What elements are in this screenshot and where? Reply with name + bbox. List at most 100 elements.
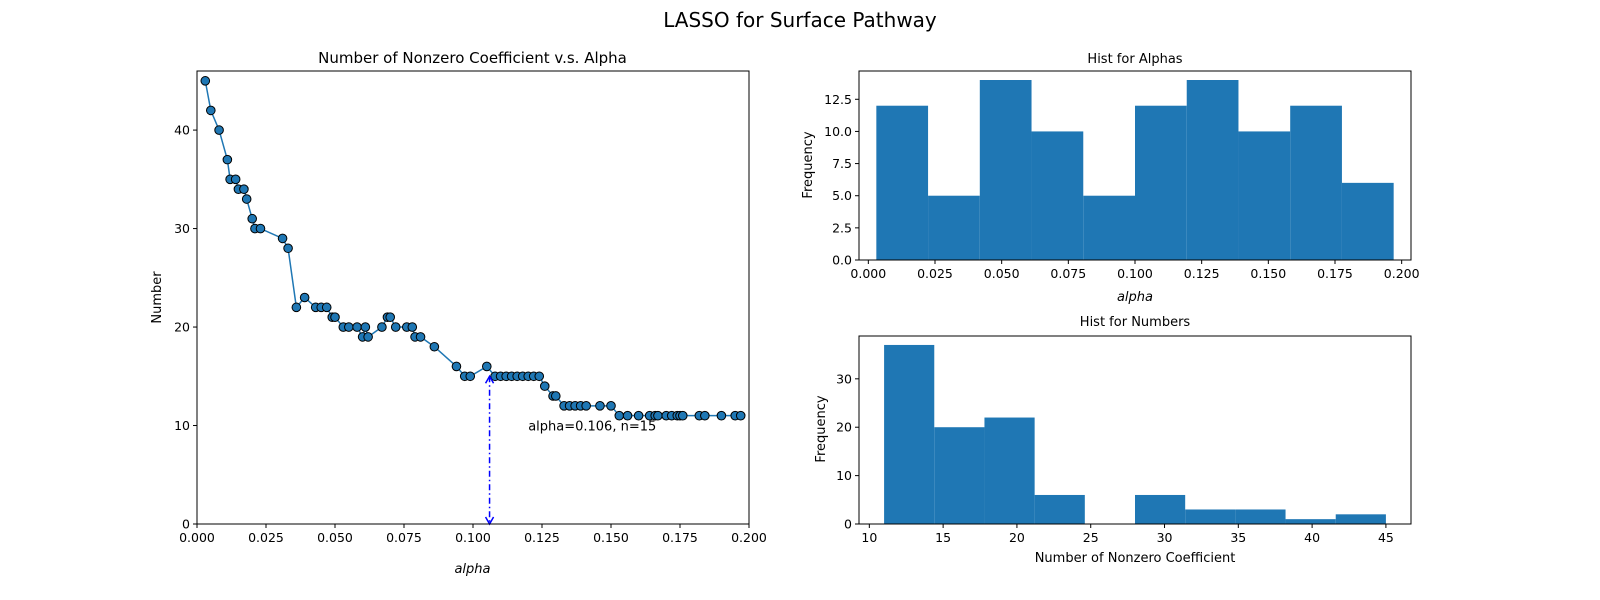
- data-point: [277, 233, 288, 244]
- data-point: [716, 410, 727, 421]
- alpha-histogram-bar: [1341, 182, 1394, 260]
- number-histogram-bar: [884, 344, 935, 524]
- data-point: [255, 223, 266, 234]
- data-point: [299, 292, 310, 303]
- number-histogram-ytick-label: 20: [836, 420, 852, 435]
- line-chart-xtick-label: 0.200: [731, 530, 767, 545]
- data-point: [214, 125, 224, 135]
- line-chart-ytick-label: 40: [174, 123, 190, 138]
- number-histogram-xtick-label: 40: [1304, 530, 1320, 545]
- line-chart-ytick-label: 10: [174, 418, 190, 433]
- data-point: [451, 361, 462, 372]
- data-point: [222, 154, 233, 165]
- line-chart-xtick-label: 0.000: [179, 530, 215, 545]
- data-point: [581, 401, 591, 411]
- data-point: [241, 194, 252, 204]
- line-chart-frame: [196, 70, 750, 525]
- alpha-histogram-xtick-label: 0.050: [984, 266, 1020, 281]
- number-histogram-bar: [1135, 494, 1186, 524]
- number-histogram-bar: [1335, 514, 1386, 524]
- alpha-histogram-xtick-label: 0.025: [917, 266, 953, 281]
- data-point: [677, 410, 688, 421]
- number-histogram-ylabel: Frequency: [814, 395, 829, 462]
- alpha-histogram-ytick-label: 2.5: [832, 220, 852, 235]
- figure-title: LASSO for Surface Pathway: [663, 8, 937, 32]
- alpha-histogram-xtick-label: 0.200: [1384, 266, 1420, 281]
- data-point: [239, 184, 249, 194]
- number-histogram-plot-area: 10 15 20 25 30 35 40 45 0 10 20 30: [836, 335, 1412, 545]
- line-chart-xtick-label: 0.150: [593, 530, 629, 545]
- number-histogram-panel: Hist for Numbers 10 15 20 25 30 35 40 45 0 10 20 30…: [814, 315, 1412, 566]
- line-chart-plot-area: 0.000 0.025 0.050 0.075 0.100 0.125 0.150 0.175…: [174, 70, 767, 545]
- line-chart-xtick-label: 0.100: [455, 530, 491, 545]
- data-point: [200, 76, 211, 86]
- alpha-histogram-panel: Hist for Alphas 0.000 0.025 0.050 0.075 0.10…: [801, 52, 1420, 305]
- annotation-arrow-tail: [484, 374, 495, 384]
- number-histogram-frame: [858, 335, 1412, 525]
- data-point: [429, 341, 440, 352]
- number-histogram-xtick-label: 30: [1157, 530, 1173, 545]
- number-histogram-bar: [1285, 519, 1336, 524]
- alpha-histogram-bar: [1186, 80, 1239, 260]
- line-chart-ytick-label: 0: [182, 517, 190, 532]
- alpha-histogram-plot-area: 0.000 0.025 0.050 0.075 0.100 0.125 0.150 0.175…: [824, 70, 1420, 281]
- alpha-histogram-xlabel: alpha: [1117, 290, 1153, 305]
- data-point: [534, 371, 545, 382]
- line-chart-xtick-label: 0.175: [662, 530, 698, 545]
- data-point: [390, 322, 401, 332]
- alpha-histogram-bar: [928, 195, 980, 260]
- number-histogram-bar: [1185, 509, 1236, 524]
- data-point: [539, 381, 550, 391]
- alpha-histogram-title: Hist for Alphas: [1087, 52, 1182, 67]
- line-chart-ytick-label: 20: [174, 320, 190, 335]
- data-point: [330, 312, 340, 322]
- number-histogram-ytick-label: 0: [844, 517, 852, 532]
- alpha-histogram-bar: [1083, 195, 1135, 260]
- alpha-histogram-ytick-label: 7.5: [832, 156, 852, 171]
- line-chart-annotation: alpha=0.106, n=15: [528, 420, 656, 435]
- alpha-histogram-ytick-label: 12.5: [824, 92, 852, 107]
- data-point: [291, 302, 302, 313]
- data-point: [407, 322, 418, 332]
- number-histogram-bar: [934, 427, 985, 524]
- line-chart-panel: Number of Nonzero Coefficient v.s. Alpha…: [150, 49, 767, 577]
- data-point: [363, 332, 373, 342]
- line-chart-xtick-label: 0.125: [524, 530, 560, 545]
- alpha-histogram-xtick-label: 0.150: [1250, 266, 1286, 281]
- line-chart-xlabel: alpha: [454, 562, 490, 577]
- number-histogram-xtick-label: 20: [1009, 530, 1025, 545]
- number-histogram-ytick-label: 30: [836, 371, 852, 386]
- number-histogram-bar: [1034, 494, 1085, 524]
- data-point: [551, 391, 561, 401]
- number-histogram-bar: [1235, 509, 1286, 524]
- data-point: [321, 302, 332, 313]
- data-point: [283, 243, 293, 254]
- alpha-histogram-xtick-label: 0.100: [1117, 266, 1153, 281]
- number-histogram-ytick-label: 10: [836, 468, 852, 483]
- number-histogram-xtick-label: 35: [1230, 530, 1246, 545]
- data-point: [206, 105, 216, 116]
- alpha-histogram-ytick-label: 0.0: [832, 253, 852, 268]
- data-point: [352, 322, 362, 332]
- line-chart-title: Number of Nonzero Coefficient v.s. Alpha: [318, 49, 627, 67]
- alpha-histogram-ytick-label: 10.0: [824, 124, 852, 139]
- data-point: [482, 361, 492, 372]
- number-histogram-xlabel: Number of Nonzero Coefficient: [1035, 551, 1236, 566]
- alpha-histogram-bar: [1238, 131, 1291, 260]
- data-point: [360, 322, 371, 332]
- data-point: [700, 410, 710, 421]
- data-point: [230, 174, 241, 185]
- line-chart-xtick-label: 0.025: [248, 530, 284, 545]
- data-point: [735, 410, 746, 421]
- data-point: [465, 371, 476, 382]
- line-chart-ylabel: Number: [150, 271, 165, 324]
- alpha-histogram-bar: [1031, 131, 1084, 260]
- number-histogram-xtick-label: 15: [935, 530, 951, 545]
- data-point: [415, 332, 426, 342]
- alpha-histogram-bar: [979, 80, 1032, 260]
- alpha-histogram-bar: [1135, 105, 1187, 260]
- number-histogram-title: Hist for Numbers: [1080, 315, 1191, 330]
- line-chart-xtick-label: 0.075: [386, 530, 422, 545]
- line-chart-ytick-label: 30: [174, 221, 190, 236]
